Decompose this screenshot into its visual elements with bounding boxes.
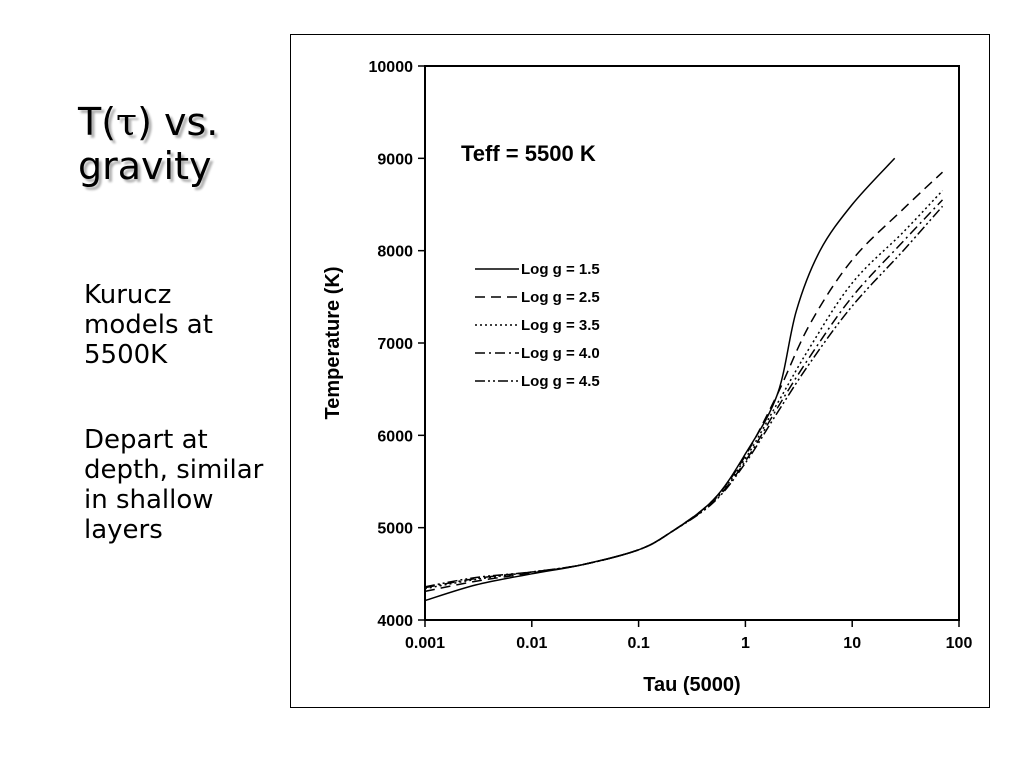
- x-tick-label: 0.1: [627, 635, 649, 652]
- x-axis-title: Tau (5000): [643, 674, 740, 696]
- plot-area: [424, 65, 960, 621]
- teff-annotation: Teff = 5500 K: [461, 141, 596, 166]
- bullet-kurucz-models: Kurucz models at 5500K: [84, 280, 213, 370]
- y-tick-label: 7000: [377, 336, 413, 353]
- y-axis-title: Temperature (K): [322, 267, 344, 420]
- legend-label: Log g = 1.5: [521, 261, 600, 278]
- series-line-1: [424, 157, 896, 602]
- series-line-5: [424, 205, 944, 588]
- legend-label: Log g = 3.5: [521, 317, 600, 334]
- title-tau-symbol: τ: [116, 100, 138, 144]
- axis-ticks: 0.001 0.01 0.1 1 10 100 4000 5000 6000 7000 8000 90…: [369, 59, 973, 652]
- temperature-tau-chart: 0.001 0.01 0.1 1 10 100 4000 5000 6000 7000 8000 90…: [322, 59, 973, 696]
- title-line-2: gravity: [78, 144, 212, 188]
- y-tick-label: 4000: [377, 613, 413, 630]
- chart-frame: 0.001 0.01 0.1 1 10 100 4000 5000 6000 7000 8000 90…: [290, 34, 990, 708]
- y-tick-label: 6000: [377, 428, 413, 445]
- y-tick-label: 9000: [377, 151, 413, 168]
- legend-label: Log g = 4.5: [521, 373, 600, 390]
- x-tick-label: 100: [946, 635, 973, 652]
- x-tick-label: 0.001: [405, 635, 445, 652]
- series-line-3: [424, 190, 944, 590]
- x-tick-label: 0.01: [516, 635, 547, 652]
- legend: Log g = 1.5 Log g = 2.5 Log g = 3.5 Log g =…: [475, 261, 600, 390]
- x-tick-label: 10: [843, 635, 861, 652]
- x-tick-label: 1: [741, 635, 750, 652]
- y-tick-label: 5000: [377, 521, 413, 538]
- title-prefix: T(: [78, 100, 117, 144]
- legend-label: Log g = 2.5: [521, 289, 600, 306]
- y-tick-label: 8000: [377, 244, 413, 261]
- y-tick-label: 10000: [369, 59, 414, 76]
- bullet-depart-at-depth: Depart at depth, similar in shallow laye…: [84, 425, 264, 545]
- legend-label: Log g = 4.0: [521, 345, 600, 362]
- title-suffix: ) vs.: [137, 100, 219, 144]
- series-lines: [424, 157, 944, 602]
- slide-title: T(τ) vs. gravity: [78, 100, 278, 188]
